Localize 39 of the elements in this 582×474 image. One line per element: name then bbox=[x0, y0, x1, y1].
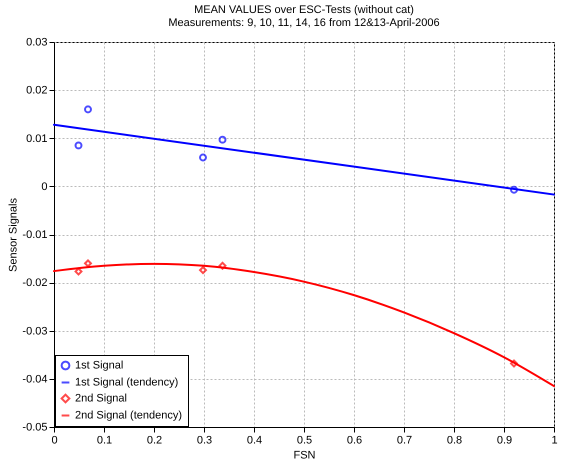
x-tick-label: 0.9 bbox=[496, 434, 512, 446]
y-tick-label: -0.01 bbox=[22, 229, 48, 241]
y-tick-label: 0 bbox=[41, 180, 48, 193]
x-tick-label: 0.5 bbox=[296, 434, 312, 446]
x-tick-label: 0.6 bbox=[346, 434, 362, 446]
legend-label: 2nd Signal bbox=[75, 392, 127, 404]
y-tick-label: 0.03 bbox=[26, 36, 48, 48]
point bbox=[74, 142, 82, 150]
point bbox=[218, 136, 226, 144]
y-tick-label: -0.04 bbox=[22, 373, 48, 386]
x-tick-label: 0.4 bbox=[246, 434, 262, 446]
x-tick-label: 0 bbox=[51, 434, 58, 446]
y-tick-label: -0.05 bbox=[22, 422, 48, 434]
point bbox=[199, 266, 207, 274]
point bbox=[74, 268, 82, 276]
chart-title: MEAN VALUES over ESC-Tests (without cat) bbox=[194, 4, 414, 16]
x-tick-label: 1 bbox=[551, 434, 558, 446]
x-tick-label: 0.8 bbox=[446, 434, 462, 446]
x-tick-label: 0.2 bbox=[146, 434, 162, 446]
y-tick-label: 0.01 bbox=[26, 132, 48, 145]
x-tick-label: 0.7 bbox=[396, 434, 412, 446]
y-tick-label: -0.03 bbox=[22, 325, 48, 338]
y-tick-label: 0.02 bbox=[26, 84, 48, 97]
legend-label: 2nd Signal (tendency) bbox=[75, 410, 182, 422]
point bbox=[84, 105, 92, 114]
point bbox=[199, 154, 207, 162]
x-tick-label: 0.3 bbox=[196, 434, 212, 446]
x-tick-label: 0.1 bbox=[96, 434, 112, 446]
x-axis-title: FSN bbox=[294, 450, 316, 462]
point bbox=[218, 262, 226, 270]
legend-label: 1st Signal bbox=[75, 360, 124, 372]
point bbox=[510, 360, 518, 368]
chart-subtitle: Measurements: 9, 10, 11, 14, 16 from 12&13-April-2006 bbox=[168, 17, 440, 29]
y-tick-label: -0.02 bbox=[22, 277, 48, 290]
line-series bbox=[53, 262, 555, 388]
point bbox=[84, 259, 92, 268]
point bbox=[510, 186, 518, 194]
y-axis-title: Sensor Signals bbox=[7, 198, 20, 272]
legend-label: 1st Signal (tendency) bbox=[75, 376, 178, 388]
